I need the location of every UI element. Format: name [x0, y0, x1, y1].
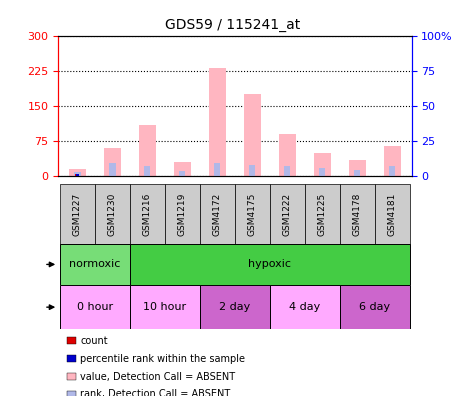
Bar	[375, 185, 410, 244]
Bar	[305, 185, 340, 244]
Bar	[354, 169, 360, 176]
Text: rank, Detection Call = ABSENT: rank, Detection Call = ABSENT	[80, 389, 231, 396]
Bar	[340, 285, 410, 329]
Bar	[319, 168, 325, 176]
Bar	[144, 166, 151, 176]
Bar	[60, 185, 95, 244]
Text: 10 hour: 10 hour	[143, 302, 186, 312]
Text: count: count	[80, 336, 108, 346]
Bar	[139, 125, 156, 176]
Bar	[384, 146, 401, 176]
Text: hypoxic: hypoxic	[248, 259, 291, 269]
Bar	[69, 169, 86, 176]
Bar	[349, 160, 366, 176]
Text: value, Detection Call = ABSENT: value, Detection Call = ABSENT	[80, 371, 236, 382]
Text: GSM1227: GSM1227	[73, 192, 82, 236]
Text: GSM1222: GSM1222	[283, 192, 292, 236]
Text: 6 day: 6 day	[359, 302, 390, 312]
Bar	[279, 134, 296, 176]
Text: GSM4175: GSM4175	[248, 192, 257, 236]
Bar	[179, 171, 186, 176]
Text: GSM1225: GSM1225	[318, 192, 327, 236]
Bar	[249, 165, 255, 176]
Text: GSM4172: GSM4172	[213, 192, 222, 236]
Bar	[165, 185, 200, 244]
Text: GDS59 / 115241_at: GDS59 / 115241_at	[165, 18, 300, 32]
Text: GSM4178: GSM4178	[353, 192, 362, 236]
Bar	[340, 185, 375, 244]
Bar	[75, 174, 80, 176]
Bar	[130, 185, 165, 244]
Text: normoxic: normoxic	[69, 259, 120, 269]
Bar	[214, 163, 220, 176]
Bar	[270, 185, 305, 244]
Bar	[200, 285, 270, 329]
Bar	[244, 94, 261, 176]
Text: 2 day: 2 day	[219, 302, 251, 312]
Bar	[209, 69, 226, 176]
Bar	[270, 285, 340, 329]
Text: GSM4181: GSM4181	[388, 192, 397, 236]
Text: 0 hour: 0 hour	[77, 302, 113, 312]
Bar	[74, 171, 80, 176]
Bar	[95, 185, 130, 244]
Text: GSM1216: GSM1216	[143, 192, 152, 236]
Text: 4 day: 4 day	[289, 302, 320, 312]
Text: GSM1219: GSM1219	[178, 192, 187, 236]
Bar	[104, 148, 121, 176]
Bar	[76, 174, 79, 176]
Bar	[60, 244, 130, 285]
Bar	[109, 163, 115, 176]
Text: percentile rank within the sample: percentile rank within the sample	[80, 354, 246, 364]
Bar	[130, 285, 200, 329]
Text: GSM1230: GSM1230	[108, 192, 117, 236]
Bar	[173, 162, 191, 176]
Bar	[235, 185, 270, 244]
Bar	[313, 153, 331, 176]
Bar	[200, 185, 235, 244]
Bar	[130, 244, 410, 285]
Bar	[60, 285, 130, 329]
Bar	[389, 166, 395, 176]
Bar	[284, 166, 291, 176]
